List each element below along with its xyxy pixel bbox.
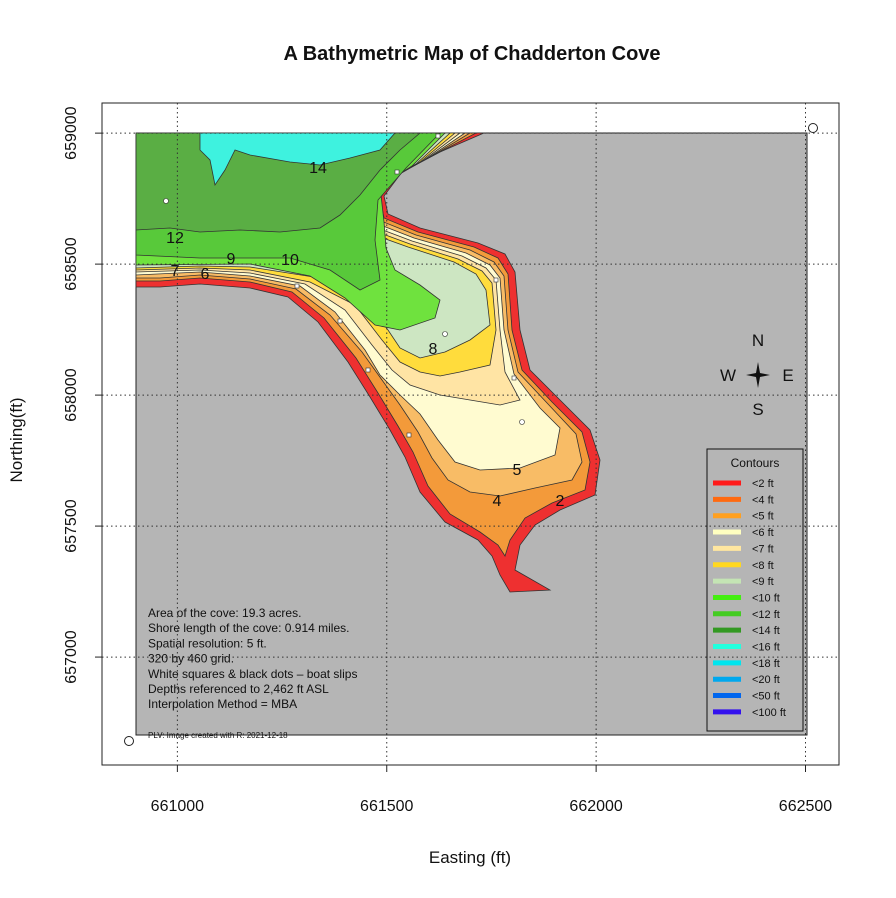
annotation: Interpolation Method = MBA [148,697,297,711]
annotation: Depths referenced to 2,462 ft ASL [148,682,329,696]
legend-label: <2 ft [752,478,774,490]
boat-slip [442,331,448,337]
annotation: 320 by 460 grid. [148,652,234,666]
contour-label: 8 [429,341,438,358]
legend-label: <50 ft [752,691,780,703]
legend-title: Contours [731,456,780,470]
compass-n: N [752,331,764,350]
contour-label: 10 [281,252,299,269]
x-axis-label: Easting (ft) [429,848,511,867]
contour-label: 7 [171,263,180,280]
boat-slip [394,169,400,175]
plot-frame [101,102,840,766]
annotation: White squares & black dots – boat slips [148,667,357,681]
footnote: PLV: Image created with R: 2021-12-18 [148,731,288,740]
chart-title: A Bathymetric Map of Chadderton Cove [283,43,660,65]
annotation: Shore length of the cove: 0.914 miles. [148,621,349,635]
compass-s: S [752,400,763,419]
y-tick-label: 658500 [63,237,80,290]
legend: Contours <2 ft <4 ft <5 ft <6 ft <7 ft <8 ft <… [706,448,804,732]
y-tick-label: 657500 [63,499,80,552]
y-axis-label: Northing(ft) [7,397,26,482]
annotation: Spatial resolution: 5 ft. [148,636,267,650]
x-tick-label: 662500 [779,798,832,815]
grid [102,103,839,765]
boat-slip [337,318,343,324]
x-tick-label: 662000 [569,798,622,815]
legend-label: <12 ft [752,609,780,621]
legend-box [706,448,804,732]
legend-label: <6 ft [752,527,774,539]
boat-slip [493,277,499,283]
annotation: Area of the cove: 19.3 acres. [148,606,301,620]
contour-16 [199,132,396,187]
boat-slip [511,375,517,381]
boat-slip [519,419,525,425]
y-tick-label: 657000 [63,630,80,683]
y-tick-label: 658000 [63,368,80,421]
boat-slips [163,133,525,438]
boat-slip [294,283,300,289]
contour-label: 4 [493,493,502,510]
corner-point [808,123,818,133]
y-tick-label: 659000 [63,106,80,159]
compass: N W E S [720,331,794,419]
compass-w: W [720,366,736,385]
legend-label: <18 ft [752,658,780,670]
x-tick-label: 661500 [360,798,413,815]
legend-label: <8 ft [752,560,774,572]
compass-e: E [782,366,793,385]
compass-rose [746,362,770,388]
legend-label: <7 ft [752,543,774,555]
legend-label: <10 ft [752,592,780,604]
legend-label: <5 ft [752,511,774,523]
boat-slip [365,367,371,373]
contour-label: 6 [201,266,210,283]
x-tick-label: 661000 [151,798,204,815]
legend-label: <16 ft [752,642,780,654]
corner-point [124,736,134,746]
map-area: 14 12 9 10 7 6 8 5 4 2 N W E S Area of t… [135,132,808,740]
legend-label: <9 ft [752,576,774,588]
boat-slip [163,198,169,204]
contour-label: 9 [227,251,236,268]
boat-slip [435,133,441,139]
legend-label: <100 ft [752,707,786,719]
contour-label: 5 [513,462,522,479]
legend-label: <20 ft [752,674,780,686]
legend-label: <14 ft [752,625,780,637]
boat-slip [406,432,412,438]
legend-label: <4 ft [752,494,774,506]
contour-label: 14 [309,160,327,177]
contour-label: 2 [556,493,565,510]
contour-label: 12 [166,230,184,247]
